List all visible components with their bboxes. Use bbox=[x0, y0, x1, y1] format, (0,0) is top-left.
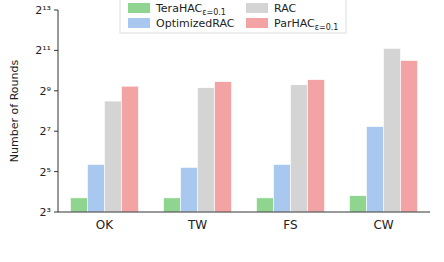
legend-swatch bbox=[128, 18, 150, 28]
bars bbox=[71, 48, 418, 212]
y-tick-label: 2⁹ bbox=[40, 85, 51, 98]
y-tick-label: 2¹¹ bbox=[35, 44, 51, 57]
y-tick bbox=[54, 212, 58, 213]
x-axis bbox=[58, 212, 430, 213]
bar bbox=[401, 60, 418, 212]
bar bbox=[257, 198, 274, 212]
bar bbox=[181, 167, 198, 212]
y-tick-label: 2¹³ bbox=[35, 4, 51, 17]
y-tick-label: 2⁷ bbox=[40, 125, 51, 138]
bar bbox=[88, 164, 105, 212]
bar bbox=[274, 164, 291, 212]
legend-box bbox=[120, 0, 346, 33]
x-tick-label: FS bbox=[283, 218, 297, 232]
bar bbox=[71, 198, 88, 212]
bar bbox=[384, 48, 401, 212]
y-tick-label: 2⁵ bbox=[40, 166, 51, 179]
y-tick bbox=[54, 131, 58, 132]
bar bbox=[308, 80, 325, 212]
bar bbox=[105, 101, 122, 212]
y-tick bbox=[54, 10, 58, 11]
legend-label: TeraHACε=0.1 bbox=[155, 2, 226, 17]
x-tick-label: CW bbox=[373, 218, 393, 232]
y-tick bbox=[54, 90, 58, 91]
y-tick-label: 2³ bbox=[40, 206, 51, 219]
y-axis bbox=[58, 10, 59, 212]
legend: TeraHACε=0.1OptimizedRAC RAC ParHACε=0.1 bbox=[120, 0, 346, 33]
bar bbox=[291, 85, 308, 212]
x-tick-label: TW bbox=[187, 218, 207, 232]
legend-label: OptimizedRAC bbox=[156, 17, 235, 30]
bar bbox=[215, 82, 232, 212]
bar bbox=[367, 127, 384, 212]
bar bbox=[122, 86, 139, 212]
x-tick-label: OK bbox=[96, 218, 114, 232]
legend-label: RAC bbox=[274, 2, 297, 15]
bar bbox=[164, 198, 181, 212]
legend-swatch bbox=[246, 18, 268, 28]
chart: 2³ 2⁵ 2⁷ 2⁹ 2¹¹ 2¹³ OK TW FS CW Number of Rounds Te… bbox=[0, 0, 444, 262]
legend-label: ParHACε=0.1 bbox=[274, 17, 338, 32]
y-tick bbox=[54, 50, 58, 51]
legend-swatch bbox=[246, 3, 268, 13]
y-tick bbox=[54, 171, 58, 172]
bar bbox=[198, 88, 215, 212]
y-axis-label: Number of Rounds bbox=[8, 60, 21, 163]
bar bbox=[350, 196, 367, 212]
legend-swatch bbox=[128, 3, 150, 13]
